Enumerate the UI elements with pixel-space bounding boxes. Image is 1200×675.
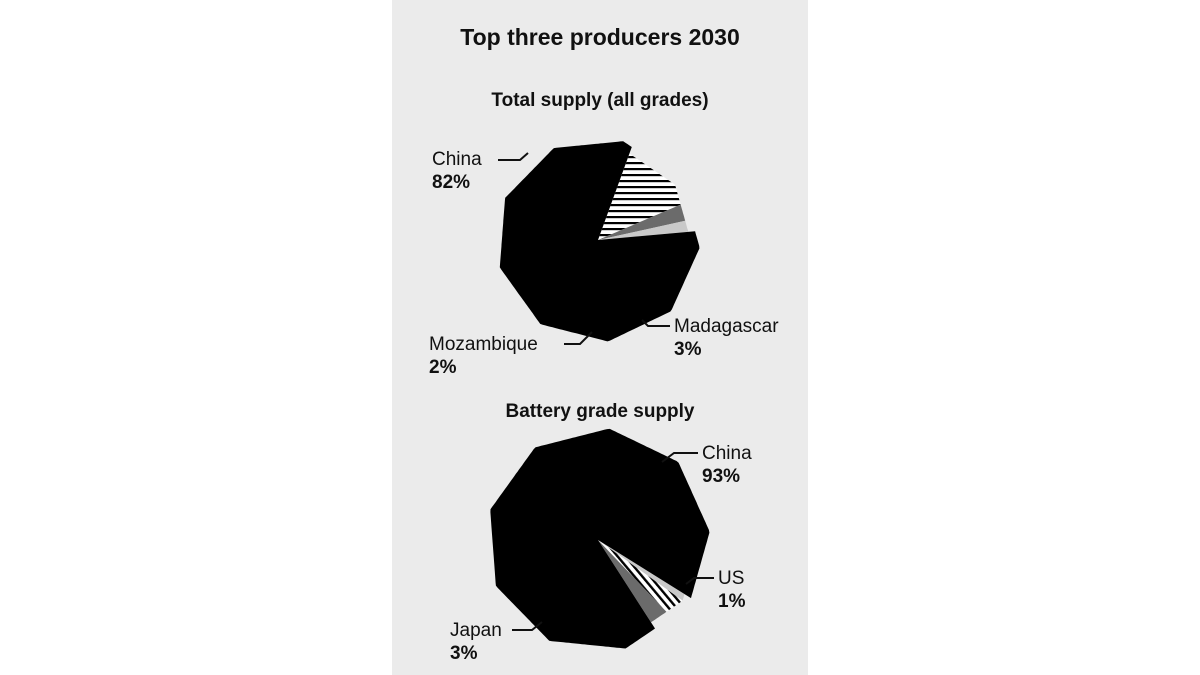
pie-slice-japan — [598, 540, 667, 623]
pie-slice-us — [598, 540, 685, 601]
chart-1-title: Total supply (all grades) — [491, 90, 709, 111]
leader-japan — [512, 621, 543, 631]
pie-slice-mozambique — [598, 220, 689, 240]
label-madagascar: Madagascar 3% — [674, 316, 779, 360]
leader-lines — [498, 152, 714, 631]
chart-title: Top three producers 2030 — [460, 24, 740, 50]
chart-2-title: Battery grade supply — [505, 401, 695, 422]
leader-china-2 — [661, 452, 698, 463]
leader-china-1 — [498, 152, 529, 161]
chart-panel: Top three producers 2030 Total supply (a… — [392, 0, 808, 675]
pie-slice-china — [499, 141, 700, 342]
pie-slice-unlabeled-1 — [598, 540, 683, 612]
leader-mozambique — [564, 331, 593, 345]
pie-chart-battery-grade — [490, 428, 710, 649]
pie-slice-madagascar — [598, 204, 686, 240]
pie-slice-unlabeled-0 — [598, 153, 681, 240]
label-us: US 1% — [718, 568, 746, 612]
leader-madagascar — [641, 319, 670, 327]
pie-slice-china — [490, 428, 710, 649]
label-japan: Japan 3% — [450, 620, 502, 664]
pie-chart-total-supply — [499, 141, 700, 342]
label-china-battery: China 93% — [702, 443, 752, 487]
leader-us — [685, 577, 714, 585]
label-china-total: China 82% — [432, 149, 482, 193]
pie-charts — [490, 141, 714, 649]
label-mozambique: Mozambique 2% — [429, 334, 538, 378]
